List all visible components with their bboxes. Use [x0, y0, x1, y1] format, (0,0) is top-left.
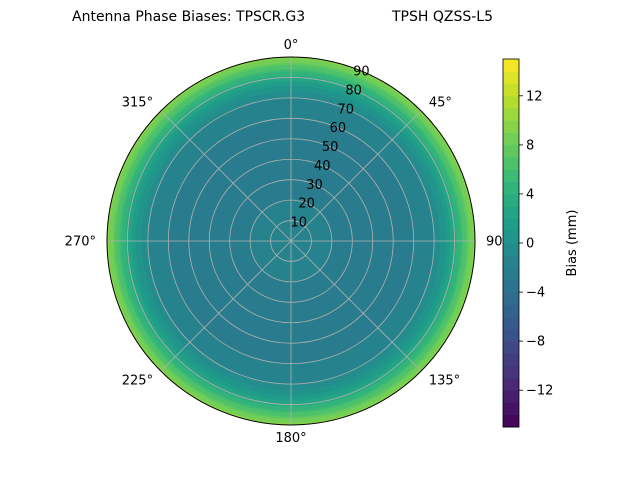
polar-grid [107, 57, 475, 425]
angle-tick-label: 45° [429, 96, 452, 111]
angle-tick-labels: 0°45°90°135°180°225°270°315° [65, 38, 509, 446]
colorbar-tick-label: 8 [526, 138, 534, 153]
colorbar-segment [503, 328, 519, 342]
colorbar-segment [503, 157, 519, 170]
colorbar-tick-label: −8 [526, 335, 545, 350]
colorbar-tick-label: 4 [526, 187, 534, 202]
colorbar-segment [503, 390, 519, 403]
colorbar-segment [503, 243, 519, 256]
colorbar-segment [503, 132, 519, 146]
colorbar-segment [503, 292, 519, 305]
colorbar-label: Bias (mm) [565, 210, 580, 277]
colorbar-segment [503, 181, 519, 195]
colorbar-segment [503, 304, 519, 317]
colorbar-segment [503, 255, 519, 268]
colorbar-segment [503, 414, 519, 428]
chart-title: Antenna Phase Biases: TPSCR.G3 [72, 9, 306, 25]
radial-tick-label: 40 [314, 159, 331, 174]
colorbar-segment [503, 365, 519, 379]
angular-gridline [160, 240, 292, 372]
colorbar-tick-label: −4 [526, 286, 545, 301]
radial-tick-labels: 10 20 30 40 50 60 70 80 90 [291, 65, 370, 231]
colorbar-segment [503, 279, 519, 293]
angle-tick-label: 225° [122, 373, 153, 388]
angle-tick-label: 270° [65, 235, 96, 250]
colorbar-tick-label: 12 [526, 89, 543, 104]
colorbar-segment [503, 267, 519, 281]
angle-tick-label: 0° [284, 38, 299, 53]
angular-gridline [160, 110, 292, 242]
colorbar-segment [503, 169, 519, 183]
radial-tick-label: 20 [298, 197, 315, 212]
polar-frame [106, 56, 476, 426]
colorbar-segment [503, 59, 519, 72]
angle-tick-label: 315° [122, 96, 153, 111]
radial-tick-label: 60 [330, 121, 347, 136]
radial-tick-label: 10 [291, 216, 308, 231]
radial-tick-label: 50 [322, 140, 339, 155]
colorbar-segment [503, 341, 519, 354]
colorbar-segment [503, 402, 519, 416]
radial-tick-label: 90 [353, 65, 370, 80]
angular-gridline [290, 240, 422, 372]
colorbar-segment [503, 95, 519, 109]
colorbar: −12 −8 −4 0 4 8 12 Bias (mm) [502, 58, 580, 428]
chart-subtitle: TPSH QZSS-L5 [392, 9, 494, 25]
radial-tick-label: 80 [345, 83, 362, 98]
colorbar-tick-label: −12 [526, 384, 553, 399]
colorbar-segment [503, 193, 519, 207]
colorbar-segment [503, 71, 519, 84]
colorbar-segment [503, 108, 519, 121]
radial-tick-label: 30 [306, 178, 323, 193]
angle-tick-label: 135° [429, 373, 460, 388]
colorbar-tick-label: 0 [526, 237, 534, 252]
colorbar-segment [503, 353, 519, 367]
colorbar-segment [503, 316, 519, 330]
colorbar-segment [503, 83, 519, 97]
radial-tick-label: 70 [338, 102, 355, 117]
colorbar-segment [503, 218, 519, 232]
angular-gridline [290, 110, 422, 242]
colorbar-segment [503, 206, 519, 219]
colorbar-segment [503, 144, 519, 158]
colorbar-segment [503, 230, 519, 244]
colorbar-segment [503, 120, 519, 133]
colorbar-segment [503, 377, 519, 391]
angle-tick-label: 180° [275, 431, 306, 446]
